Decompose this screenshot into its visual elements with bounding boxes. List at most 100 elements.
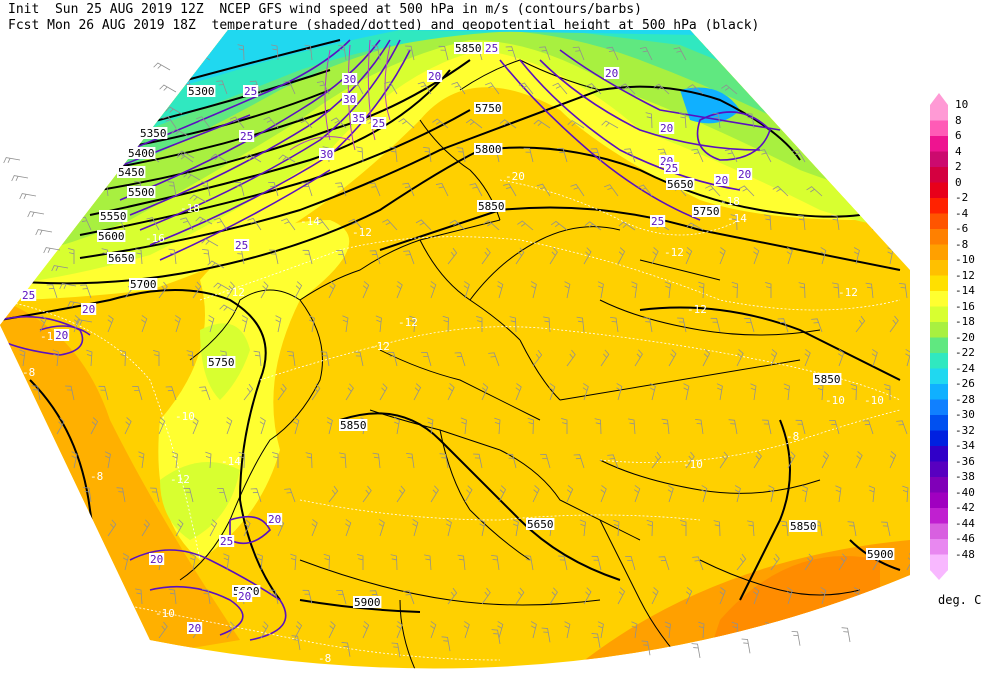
wind-barb <box>795 419 806 435</box>
wind-barb <box>335 182 347 197</box>
wind-barb <box>594 418 602 435</box>
wind-barb <box>390 554 398 571</box>
wind-barb <box>213 217 228 231</box>
wind-speed-label: 30 <box>343 73 356 86</box>
wind-barb <box>610 317 619 333</box>
wind-barb <box>806 186 823 197</box>
height-label: 5850 <box>814 373 841 386</box>
wind-barb <box>320 351 330 367</box>
wind-speed-label: 20 <box>660 122 673 135</box>
wind-speed-label-bg <box>234 239 250 251</box>
wind-barb <box>702 349 711 367</box>
wind-barb <box>435 182 449 197</box>
colorbar-swatch <box>930 306 948 323</box>
wind-barb <box>98 385 109 401</box>
wind-barb <box>503 183 517 197</box>
colorbar-level-label: 2 <box>955 160 962 173</box>
wind-barb <box>263 116 279 129</box>
wind-barb <box>150 487 160 503</box>
wind-barb <box>304 44 313 61</box>
colorbar-swatch <box>930 167 948 183</box>
wind-barb <box>721 84 738 95</box>
wind-barb <box>685 247 693 265</box>
wind-barb <box>31 385 41 401</box>
wind-barb <box>141 519 150 537</box>
wind-barb <box>167 181 177 197</box>
wind-barb <box>449 219 466 231</box>
wind-barb <box>460 417 467 435</box>
coastlines-borders <box>179 59 861 669</box>
wind-barb <box>305 452 313 469</box>
wind-barb <box>899 283 908 299</box>
wind-barb <box>774 47 789 61</box>
wind-barb <box>524 555 534 571</box>
wind-barb <box>328 485 339 503</box>
temperature-colorbar <box>930 93 948 580</box>
wind-barb <box>915 522 924 536</box>
wind-barb <box>673 47 687 61</box>
wind-barb <box>664 281 671 299</box>
wind-barb <box>405 45 415 61</box>
wind-barb <box>284 488 296 503</box>
wind-barb <box>268 182 279 197</box>
wind-barb <box>754 84 772 95</box>
colorbar-swatch <box>930 461 948 478</box>
wind-barb <box>153 350 160 366</box>
wind-barb <box>135 248 143 265</box>
wind-barb <box>362 621 370 639</box>
wind-barb <box>753 247 760 265</box>
wind-barb <box>838 349 845 367</box>
wind-barb <box>362 281 370 299</box>
wind-barb <box>311 519 318 537</box>
wind-barb <box>67 180 75 197</box>
wind-barb <box>564 281 571 299</box>
forecast-time-title: Fcst Mon 26 AUG 2019 18Z temperature (sh… <box>8 18 760 33</box>
wind-barb <box>89 553 96 571</box>
wind-barb <box>368 182 381 197</box>
wind-barb <box>223 553 230 571</box>
wind-barb <box>202 589 211 605</box>
wind-barb <box>59 283 77 290</box>
wind-barb <box>617 247 626 265</box>
wind-barb <box>237 44 245 61</box>
wind-speed-label: 20 <box>738 168 751 181</box>
height-label-bg <box>107 252 136 264</box>
wind-barb <box>532 349 543 367</box>
wind-barb <box>491 629 501 645</box>
wind-barb <box>533 119 551 129</box>
wind-barb <box>668 349 677 367</box>
wind-barb <box>661 418 670 435</box>
wind-barb <box>43 247 61 254</box>
wind-barb <box>583 587 592 605</box>
wind-barb <box>788 85 806 95</box>
wind-barb <box>783 383 790 401</box>
temperature-label: -8 <box>36 570 49 583</box>
wind-speed-label: 25 <box>485 42 498 55</box>
wind-barb <box>189 194 207 203</box>
wind-barb <box>488 352 500 367</box>
wind-barb <box>607 454 619 469</box>
temperature-label: -12 <box>370 340 390 353</box>
colorbar-level-label: 4 <box>955 144 962 158</box>
wind-speed-label-bg <box>319 148 335 160</box>
wind-barb <box>65 385 75 401</box>
wind-barb <box>356 146 364 163</box>
wind-barb <box>75 319 93 326</box>
wind-barb <box>469 183 483 197</box>
wind-barb <box>838 553 847 571</box>
wind-barb <box>259 417 266 435</box>
wind-barb <box>39 315 47 333</box>
colorbar-level-label: -16 <box>955 299 975 313</box>
wind-barb <box>27 211 45 218</box>
wind-barb <box>591 633 601 648</box>
wind-barb <box>412 519 419 537</box>
wind-barb <box>862 420 874 435</box>
height-label: 5900 <box>867 548 894 561</box>
wind-barb <box>698 621 705 639</box>
wind-speed-label: 25 <box>651 215 664 228</box>
wind-barb <box>639 46 653 61</box>
wind-barb <box>921 248 926 264</box>
wind-barb <box>52 349 59 367</box>
wind-barb <box>80 624 92 639</box>
wind-barb <box>393 417 400 435</box>
